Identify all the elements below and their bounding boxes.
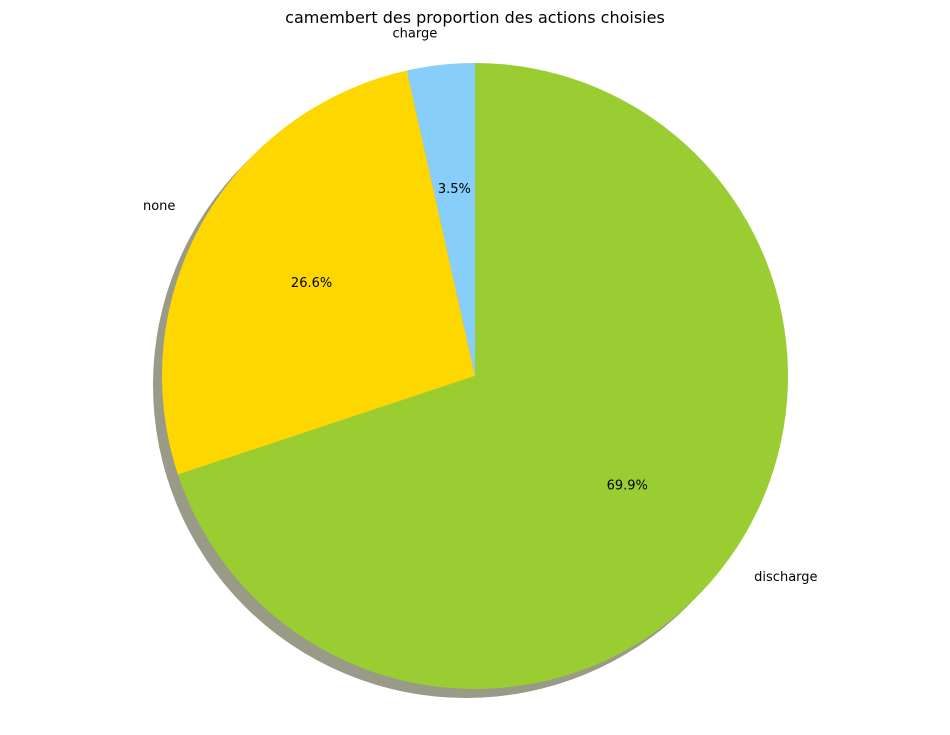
slice-label-charge: charge: [392, 26, 437, 41]
slice-label-discharge: discharge: [754, 570, 817, 585]
chart-title: camembert des proportion des actions cho…: [285, 8, 665, 27]
pie-slice-charge: [406, 63, 475, 376]
pie-slices: [162, 63, 789, 690]
slice-pct-charge: 3.5%: [438, 182, 471, 197]
pie-slice-discharge: [177, 63, 789, 690]
slice-pct-discharge: 69.9%: [607, 478, 648, 493]
slice-pct-none: 26.6%: [291, 276, 332, 291]
pie-slice-none: [162, 70, 475, 475]
pie-labels: charge 3.5% none 26.6% discharge 69.9%: [143, 26, 818, 585]
slice-label-none: none: [143, 199, 175, 214]
